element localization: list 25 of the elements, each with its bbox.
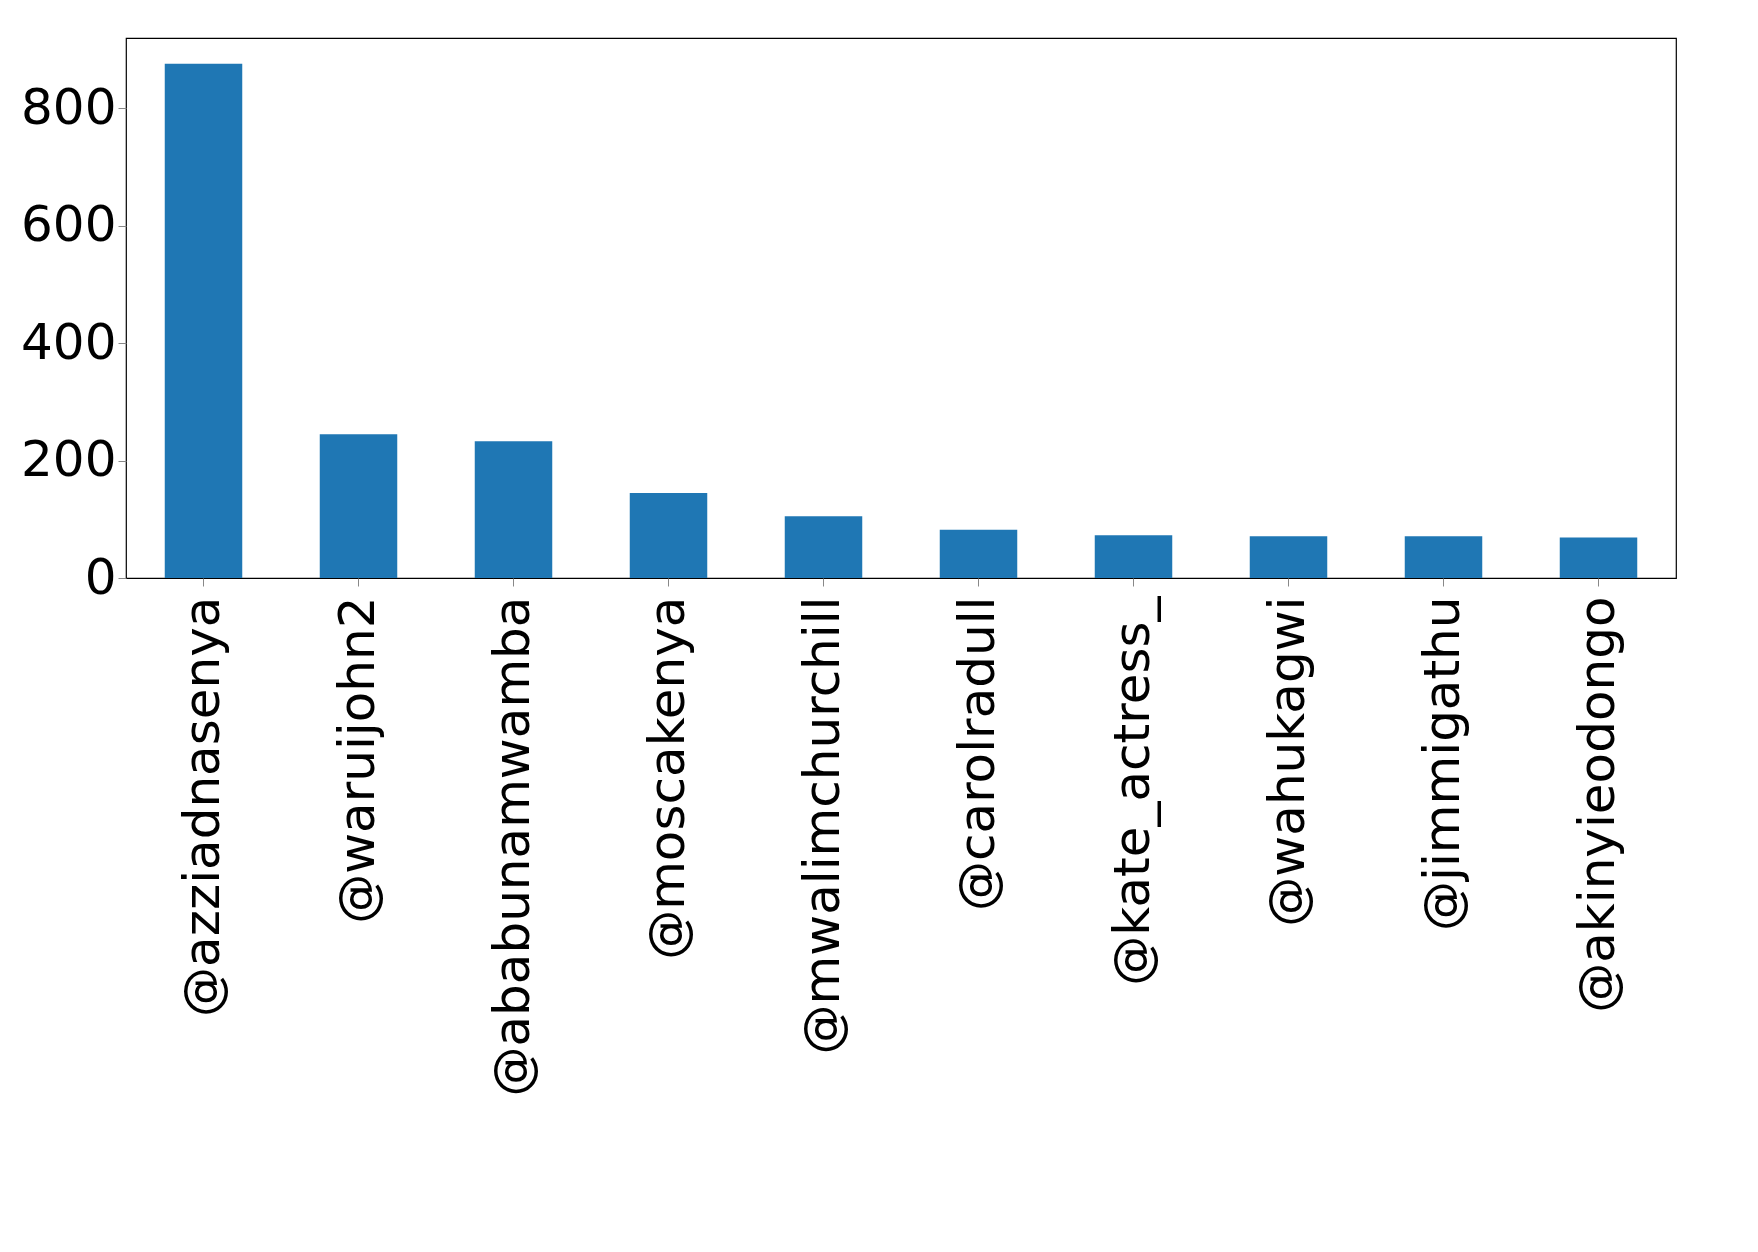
y-tick-label: 0: [84, 547, 117, 606]
y-tick-label: 400: [21, 312, 117, 371]
x-tick-label: @kate_actress_: [1102, 595, 1161, 986]
x-tick-label: @carolradull: [947, 596, 1006, 911]
x-tick-label: @ababunamwamba: [482, 596, 541, 1097]
y-tick-label: 200: [21, 430, 117, 489]
bar: [784, 516, 863, 578]
bar: [319, 434, 398, 578]
x-tick-label: @moscakenya: [637, 596, 696, 960]
x-tick-label: @akinyieodongo: [1567, 596, 1626, 1013]
bar: [1249, 536, 1328, 578]
y-tick-label: 600: [21, 195, 117, 254]
bar: [474, 441, 553, 578]
x-tick-label: @waruijohn2: [327, 596, 386, 924]
bar: [1559, 537, 1638, 578]
x-tick-label: @mwalimchurchill: [792, 596, 851, 1055]
x-tick-label: @azziadnasenya: [172, 596, 231, 1017]
y-tick-label: 800: [21, 77, 117, 136]
bar: [629, 492, 708, 578]
bar: [939, 529, 1018, 578]
bar: [1094, 535, 1173, 578]
x-tick-label: @wahukagwi: [1257, 596, 1316, 927]
bar: [1404, 536, 1483, 578]
x-tick-label: @jimmigathu: [1412, 596, 1471, 931]
bar: [164, 63, 243, 578]
